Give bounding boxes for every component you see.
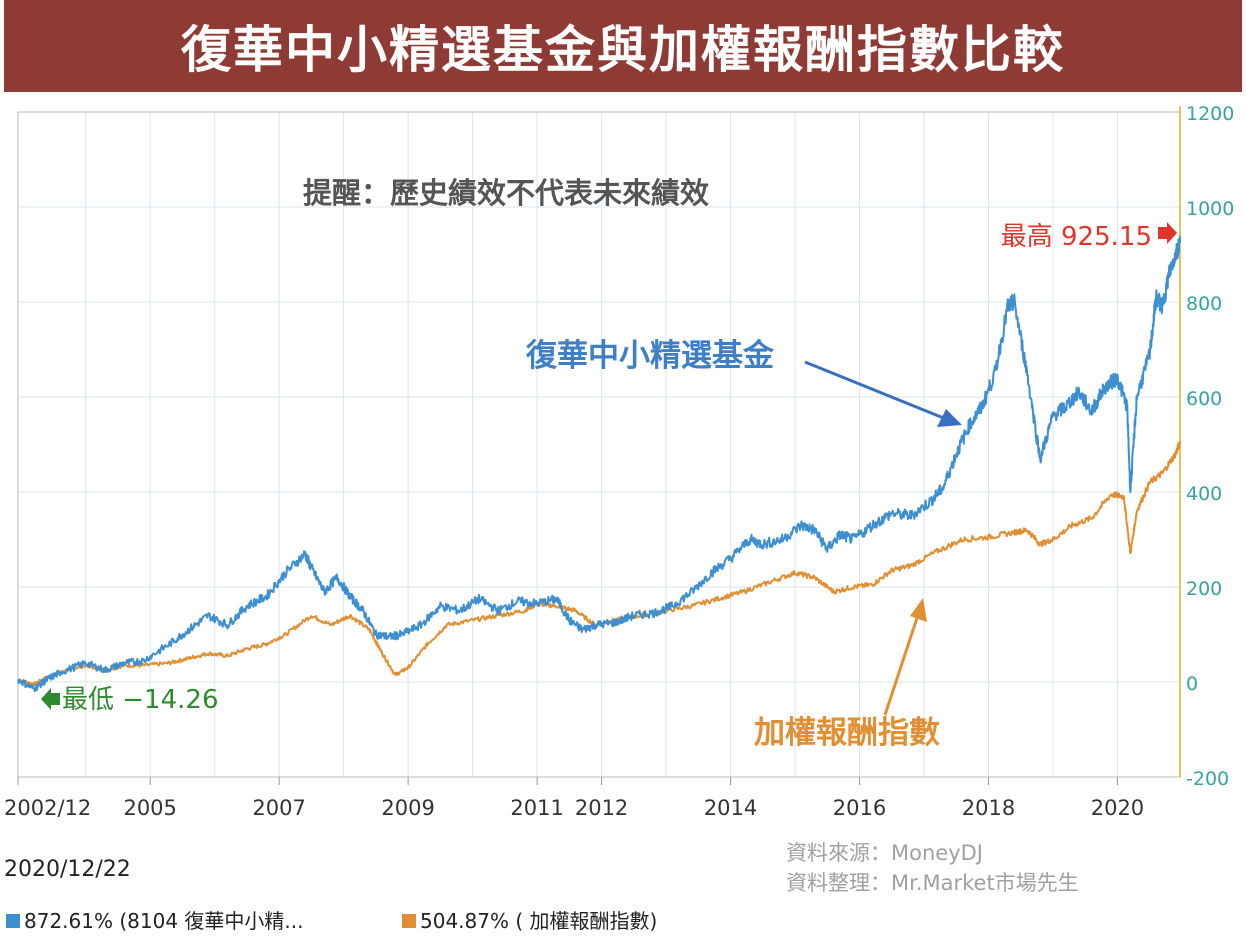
y-tick-label: 200 bbox=[1186, 578, 1222, 600]
min-annotation: 最低 −14.26 bbox=[62, 685, 218, 715]
fund-series-line bbox=[17, 235, 1181, 693]
fund-series-label: 復華中小精選基金 bbox=[525, 338, 775, 374]
reminder-text: 提醒：歷史績效不代表未來績效 bbox=[303, 176, 709, 210]
legend-fund: 872.61% (8104 復華中小精... bbox=[6, 905, 303, 934]
x-tick-label: 2002/12 bbox=[4, 796, 91, 820]
footer-date: 2020/12/22 bbox=[4, 857, 131, 882]
x-tick-label: 2005 bbox=[123, 796, 176, 820]
index-series-label: 加權報酬指數 bbox=[754, 715, 940, 751]
y-tick-label: 1200 bbox=[1186, 103, 1234, 125]
plot-frame bbox=[17, 111, 1181, 778]
x-tick-label: 2014 bbox=[704, 796, 757, 820]
index-series-line bbox=[17, 440, 1181, 687]
legend-fund-swatch bbox=[6, 914, 20, 928]
x-tick-label: 2012 bbox=[575, 796, 628, 820]
legend-fund-text: 872.61% (8104 復華中小精... bbox=[24, 909, 304, 933]
grid-lines bbox=[18, 111, 1180, 778]
x-tick-label: 2018 bbox=[962, 796, 1015, 820]
max-arrow-icon bbox=[1158, 222, 1177, 244]
y-tick-label: 800 bbox=[1186, 293, 1222, 315]
x-tick-label: 2011 bbox=[510, 796, 563, 820]
fund-arrowhead-icon bbox=[937, 409, 962, 427]
x-axis-ticks: 2002/12 2005 2007 2009 2011 2012 2014 2016 2018 2… bbox=[4, 777, 1144, 820]
x-tick-label: 2009 bbox=[381, 796, 434, 820]
legend-index: 504.87% ( 加權報酬指數) bbox=[402, 905, 657, 934]
y-tick-label: 1000 bbox=[1186, 198, 1234, 220]
min-arrow-icon bbox=[41, 688, 60, 710]
series-lines bbox=[17, 235, 1181, 693]
index-arrowhead-icon bbox=[910, 598, 927, 622]
y-tick-label: 600 bbox=[1186, 388, 1222, 410]
x-tick-label: 2007 bbox=[252, 796, 305, 820]
max-annotation: 最高 925.15 bbox=[1001, 222, 1152, 252]
y-tick-label: 400 bbox=[1186, 483, 1222, 505]
legend-index-swatch bbox=[402, 914, 416, 928]
y-tick-label: 0 bbox=[1186, 673, 1198, 695]
compiled-line: 資料整理：Mr.Market市場先生 bbox=[786, 871, 1079, 895]
y-axis-ticks: 1200 1000 800 600 400 200 0 -200 bbox=[1186, 103, 1234, 790]
source-line: 資料來源：MoneyDJ bbox=[786, 841, 983, 865]
y-tick-label: -200 bbox=[1186, 768, 1229, 790]
chart-title: 復華中小精選基金與加權報酬指數比較 bbox=[4, 0, 1242, 92]
fund-pointer-line bbox=[804, 360, 947, 421]
x-tick-label: 2020 bbox=[1091, 796, 1144, 820]
x-tick-label: 2016 bbox=[833, 796, 886, 820]
legend-index-text: 504.87% ( 加權報酬指數) bbox=[420, 909, 658, 933]
index-pointer-line bbox=[883, 614, 920, 716]
